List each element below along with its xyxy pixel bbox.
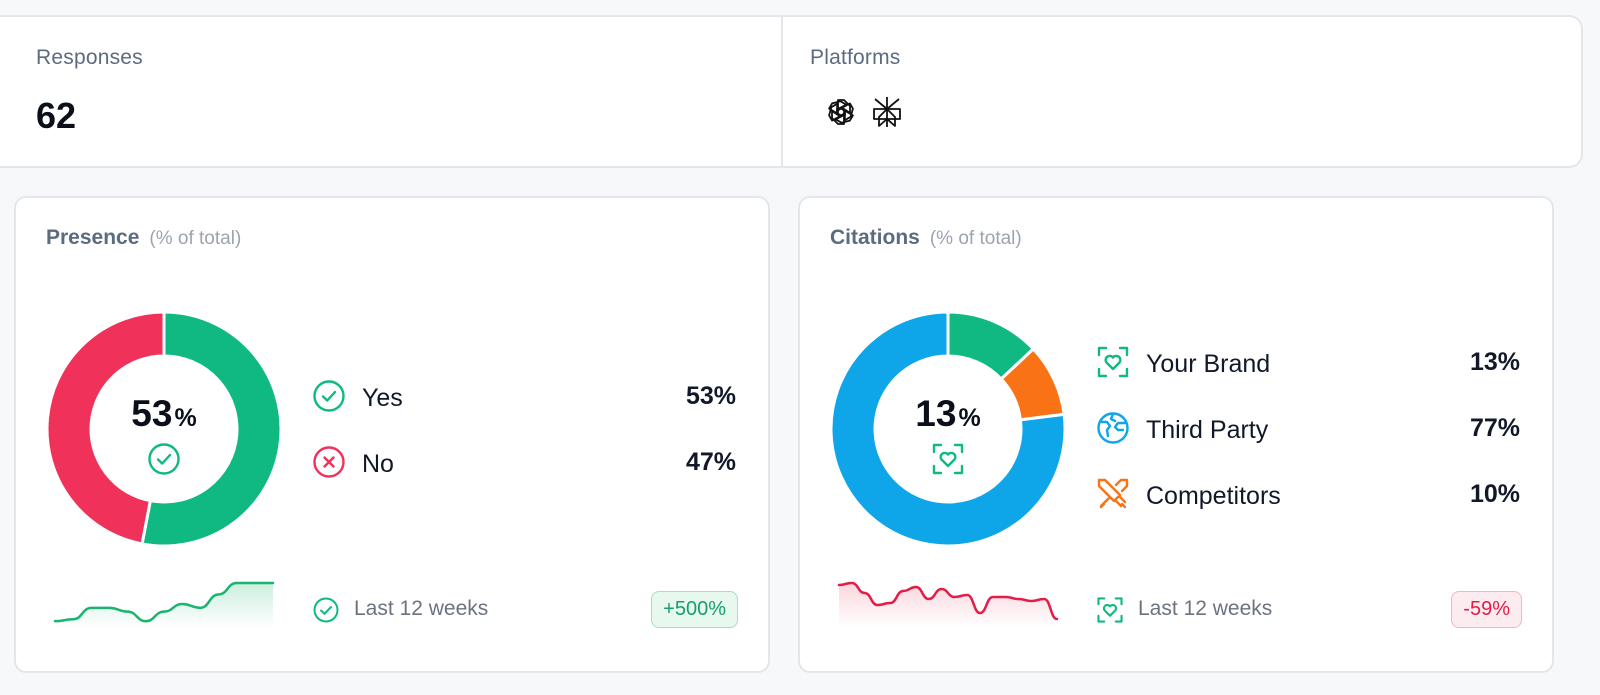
presence-title: Presence (% of total) [46, 226, 241, 250]
legend-value-competitors: 10% [1469, 480, 1520, 508]
citations-period-label: Last 12 weeks [1138, 597, 1273, 620]
citations-change-badge: -59% [1451, 591, 1522, 628]
swords-icon [1096, 477, 1130, 516]
globe-icon [1096, 411, 1130, 450]
legend-item-your-brand[interactable]: Your Brand [1096, 345, 1270, 384]
legend-label: No [362, 450, 394, 478]
citations-trend-sparkline[interactable] [836, 580, 1060, 628]
presence-center-value: 53% [131, 393, 197, 434]
legend-value-yes: 53% [685, 382, 736, 410]
citations-donut[interactable]: 13% [829, 310, 1067, 548]
citations-center-value: 13% [915, 393, 981, 434]
check-circle-icon [312, 379, 346, 418]
citations-trend-line [837, 581, 1059, 621]
citations-title: Citations (% of total) [830, 226, 1022, 250]
legend-item-no[interactable]: No [312, 445, 394, 484]
responses-label: Responses [36, 46, 143, 69]
check-circle-icon [147, 442, 181, 481]
legend-value-no: 47% [685, 448, 736, 476]
check-circle-icon [312, 596, 340, 629]
legend-label: Third Party [1146, 416, 1269, 444]
brand-heart-icon [1096, 345, 1130, 384]
presence-trend-area [55, 583, 273, 628]
legend-label: Competitors [1146, 482, 1281, 510]
presence-period-label: Last 12 weeks [354, 597, 489, 620]
responses-value: 62 [36, 95, 77, 136]
presence-card: Presence (% of total) 53% Yes 53% No 47% … [14, 196, 770, 673]
presence-trend-sparkline[interactable] [52, 580, 276, 628]
perplexity-icon[interactable] [871, 95, 903, 129]
legend-item-third-party[interactable]: Third Party [1096, 411, 1268, 450]
x-circle-icon [312, 445, 346, 484]
platforms-list [825, 95, 903, 129]
citations-title-text: Citations [830, 226, 920, 249]
presence-slice-no[interactable] [45, 310, 166, 546]
legend-label: Your Brand [1146, 350, 1271, 378]
presence-subtitle: (% of total) [149, 228, 242, 249]
divider [781, 17, 783, 166]
platforms-label: Platforms [810, 46, 901, 69]
citations-center: 13% [830, 393, 1066, 435]
citations-card: Citations (% of total) 13% Your Brand 13% [798, 196, 1554, 673]
legend-item-competitors[interactable]: Competitors [1096, 477, 1281, 516]
citations-slice-third-party[interactable] [829, 310, 1067, 548]
citations-trend-area [839, 583, 1057, 628]
presence-donut-chart [45, 310, 283, 548]
presence-center: 53% [46, 393, 282, 435]
legend-label: Yes [362, 384, 403, 412]
summary-card: Responses 62 Platforms [0, 15, 1583, 168]
presence-donut[interactable]: 53% [45, 310, 283, 548]
legend-value-third-party: 77% [1469, 414, 1520, 442]
presence-change-badge: +500% [651, 591, 738, 628]
brand-heart-icon [1096, 596, 1124, 629]
presence-slice-yes[interactable] [140, 310, 283, 548]
brand-heart-icon [931, 442, 965, 481]
presence-trend-line [53, 581, 275, 623]
legend-value-your-brand: 13% [1469, 348, 1520, 376]
openai-icon[interactable] [825, 96, 857, 128]
citations-subtitle: (% of total) [929, 228, 1022, 249]
presence-title-text: Presence [46, 226, 140, 249]
legend-item-yes[interactable]: Yes [312, 379, 403, 418]
citations-donut-chart [829, 310, 1067, 548]
